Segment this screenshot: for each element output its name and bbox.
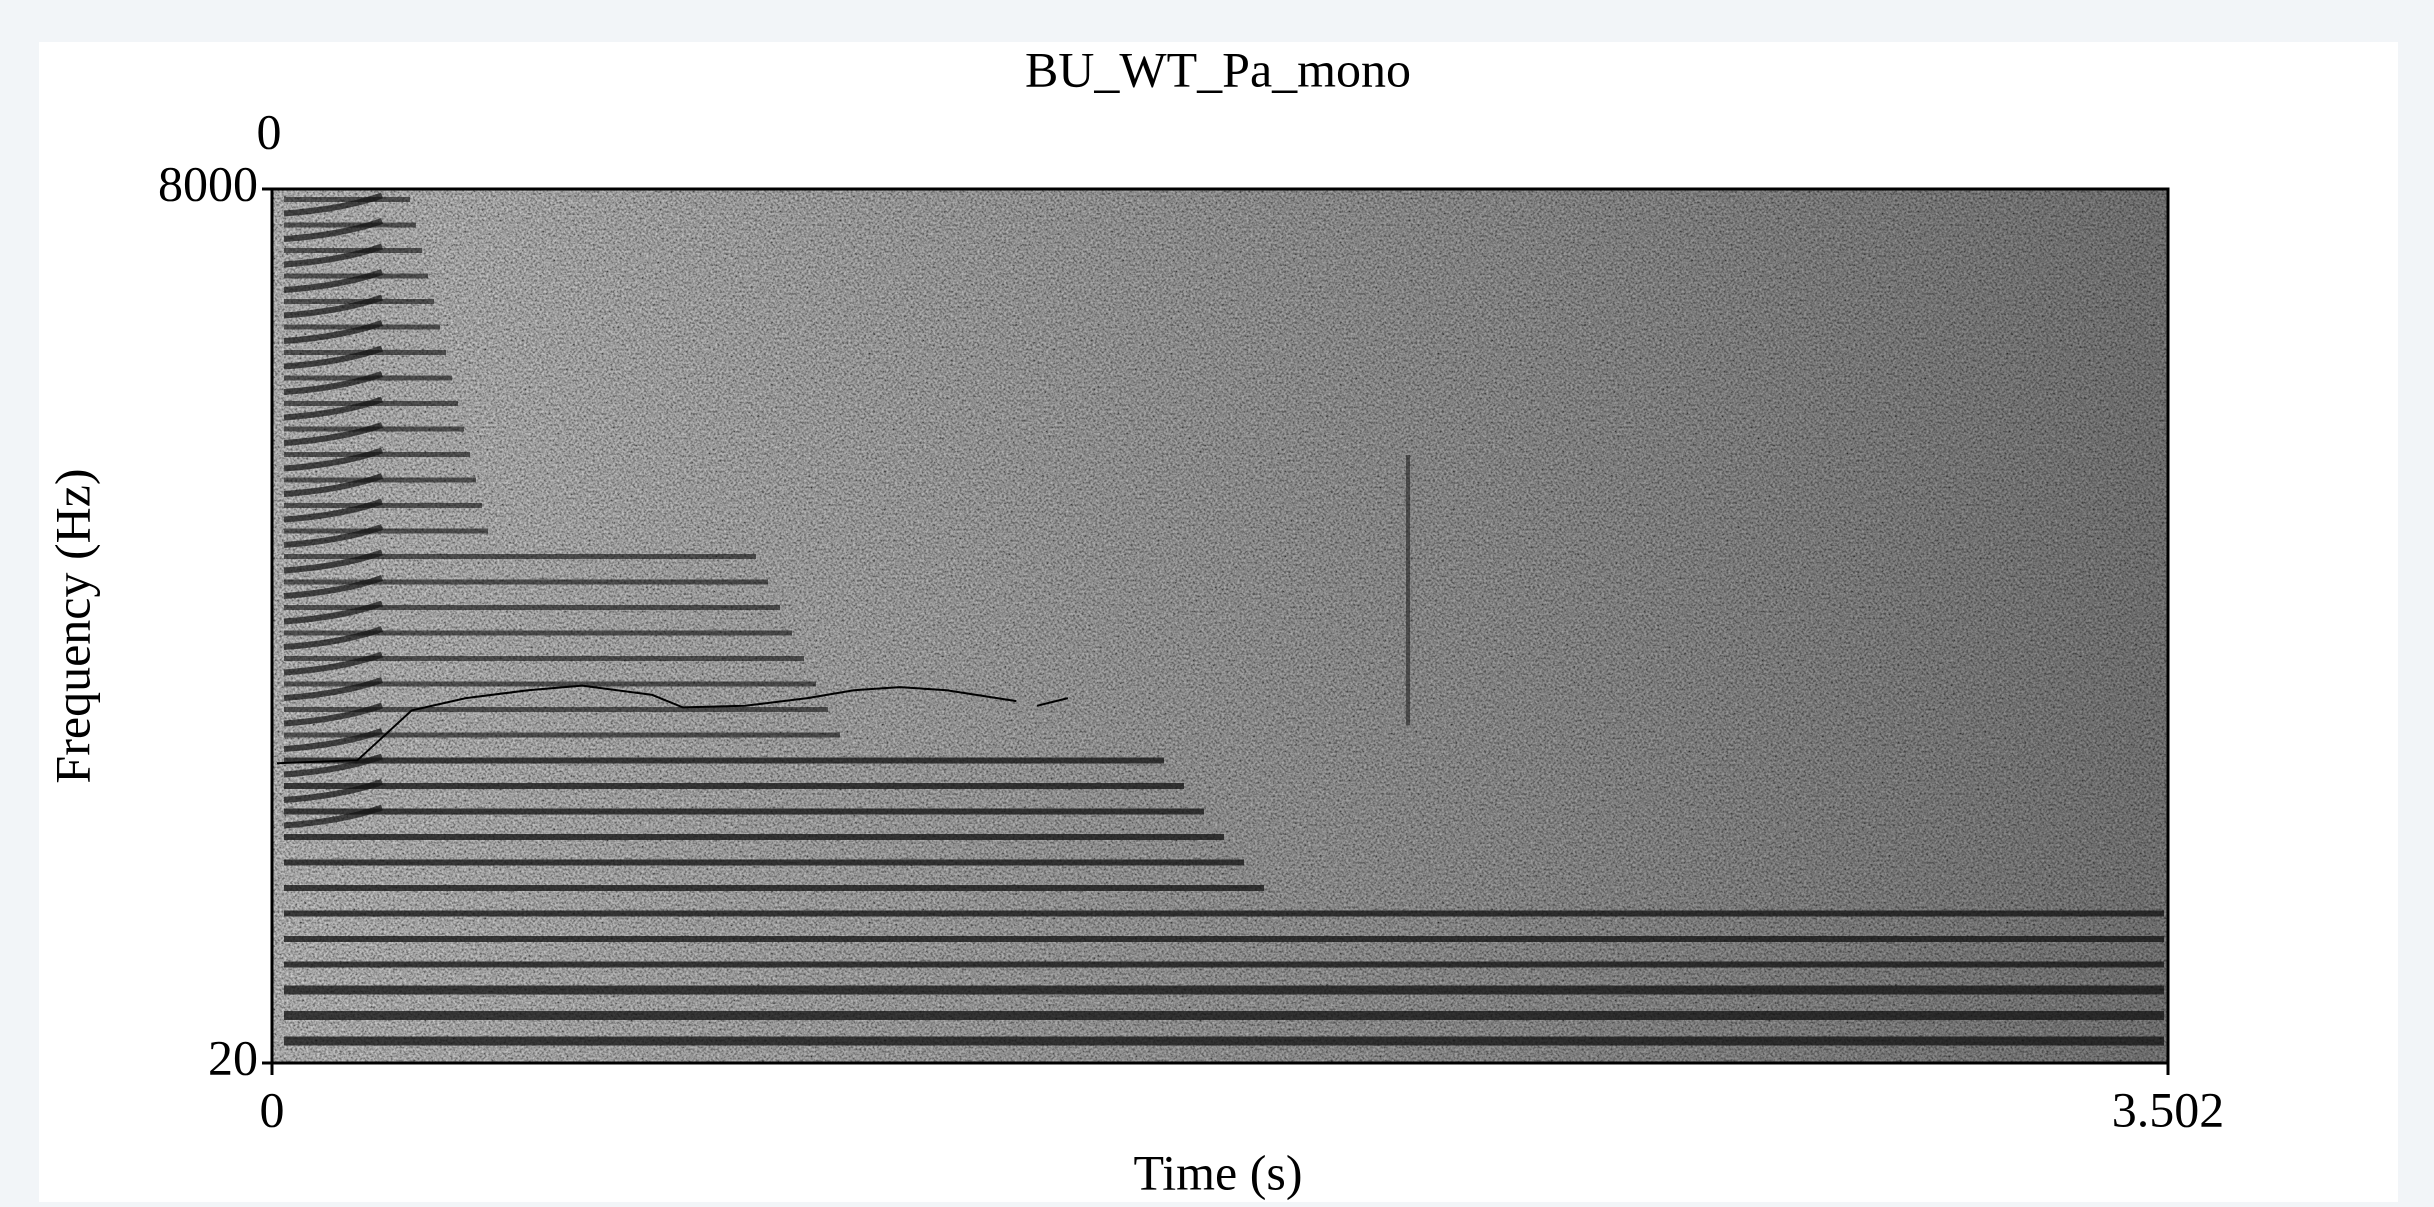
y-axis-label: Frequency (Hz) <box>44 468 100 783</box>
chart-title: BU_WT_Pa_mono <box>1025 41 1411 97</box>
spectrogram-shade <box>272 189 2168 1063</box>
x-tick-label: 0 <box>260 1081 285 1137</box>
y-tick-label: 8000 <box>158 155 258 211</box>
y-tick-label: 20 <box>208 1029 258 1085</box>
x-tick-label: 3.502 <box>2112 1081 2225 1137</box>
spectrogram <box>272 189 2168 1063</box>
x-axis-label: Time (s) <box>1133 1144 1302 1200</box>
chart: BU_WT_Pa_mono 0 Time (s) Frequency (Hz) … <box>0 0 2434 1202</box>
annotation: 0 <box>257 103 282 159</box>
page: BU_WT_Pa_mono 0 Time (s) Frequency (Hz) … <box>0 0 2434 1202</box>
